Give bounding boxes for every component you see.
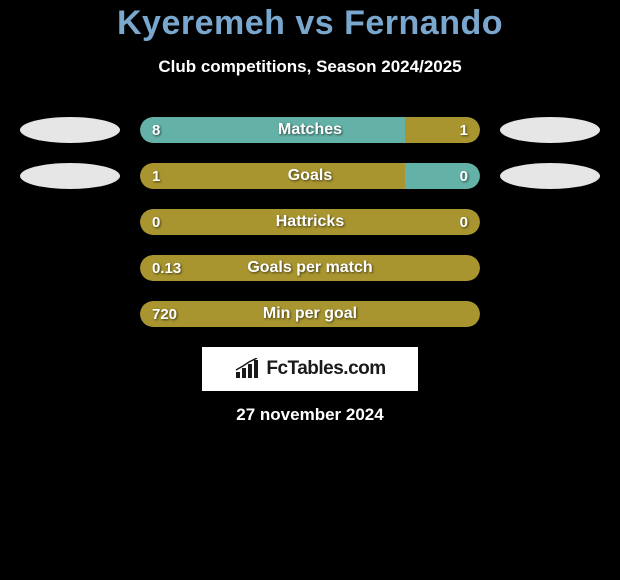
- player-right-oval: [500, 163, 600, 189]
- stat-row: 81Matches: [0, 117, 620, 143]
- stats-rows: 81Matches 10Goals 00Hattricks 0.13Goals per…: [0, 117, 620, 327]
- barchart-icon: [234, 358, 260, 380]
- logo-text: FcTables.com: [266, 358, 385, 380]
- placeholder: [20, 301, 120, 327]
- stat-label: Goals per match: [140, 255, 480, 281]
- stat-row: 0.13Goals per match: [0, 255, 620, 281]
- placeholder: [500, 255, 600, 281]
- stat-label: Min per goal: [140, 301, 480, 327]
- stat-row: 10Goals: [0, 163, 620, 189]
- placeholder: [500, 209, 600, 235]
- player-left-oval: [20, 163, 120, 189]
- stat-row: 00Hattricks: [0, 209, 620, 235]
- stat-bar: 81Matches: [140, 117, 480, 143]
- logo-box[interactable]: FcTables.com: [202, 347, 418, 391]
- stat-label: Hattricks: [140, 209, 480, 235]
- stat-row: 720Min per goal: [0, 301, 620, 327]
- stat-bar: 10Goals: [140, 163, 480, 189]
- page-title: Kyeremeh vs Fernando: [0, 4, 620, 43]
- subtitle: Club competitions, Season 2024/2025: [0, 57, 620, 77]
- placeholder: [20, 209, 120, 235]
- player-right-oval: [500, 117, 600, 143]
- date-label: 27 november 2024: [0, 405, 620, 425]
- stat-label: Goals: [140, 163, 480, 189]
- logo-inner: FcTables.com: [234, 358, 385, 380]
- comparison-card: Kyeremeh vs Fernando Club competitions, …: [0, 0, 620, 425]
- stat-bar: 720Min per goal: [140, 301, 480, 327]
- placeholder: [500, 301, 600, 327]
- player-left-oval: [20, 117, 120, 143]
- stat-bar: 0.13Goals per match: [140, 255, 480, 281]
- placeholder: [20, 255, 120, 281]
- stat-label: Matches: [140, 117, 480, 143]
- stat-bar: 00Hattricks: [140, 209, 480, 235]
